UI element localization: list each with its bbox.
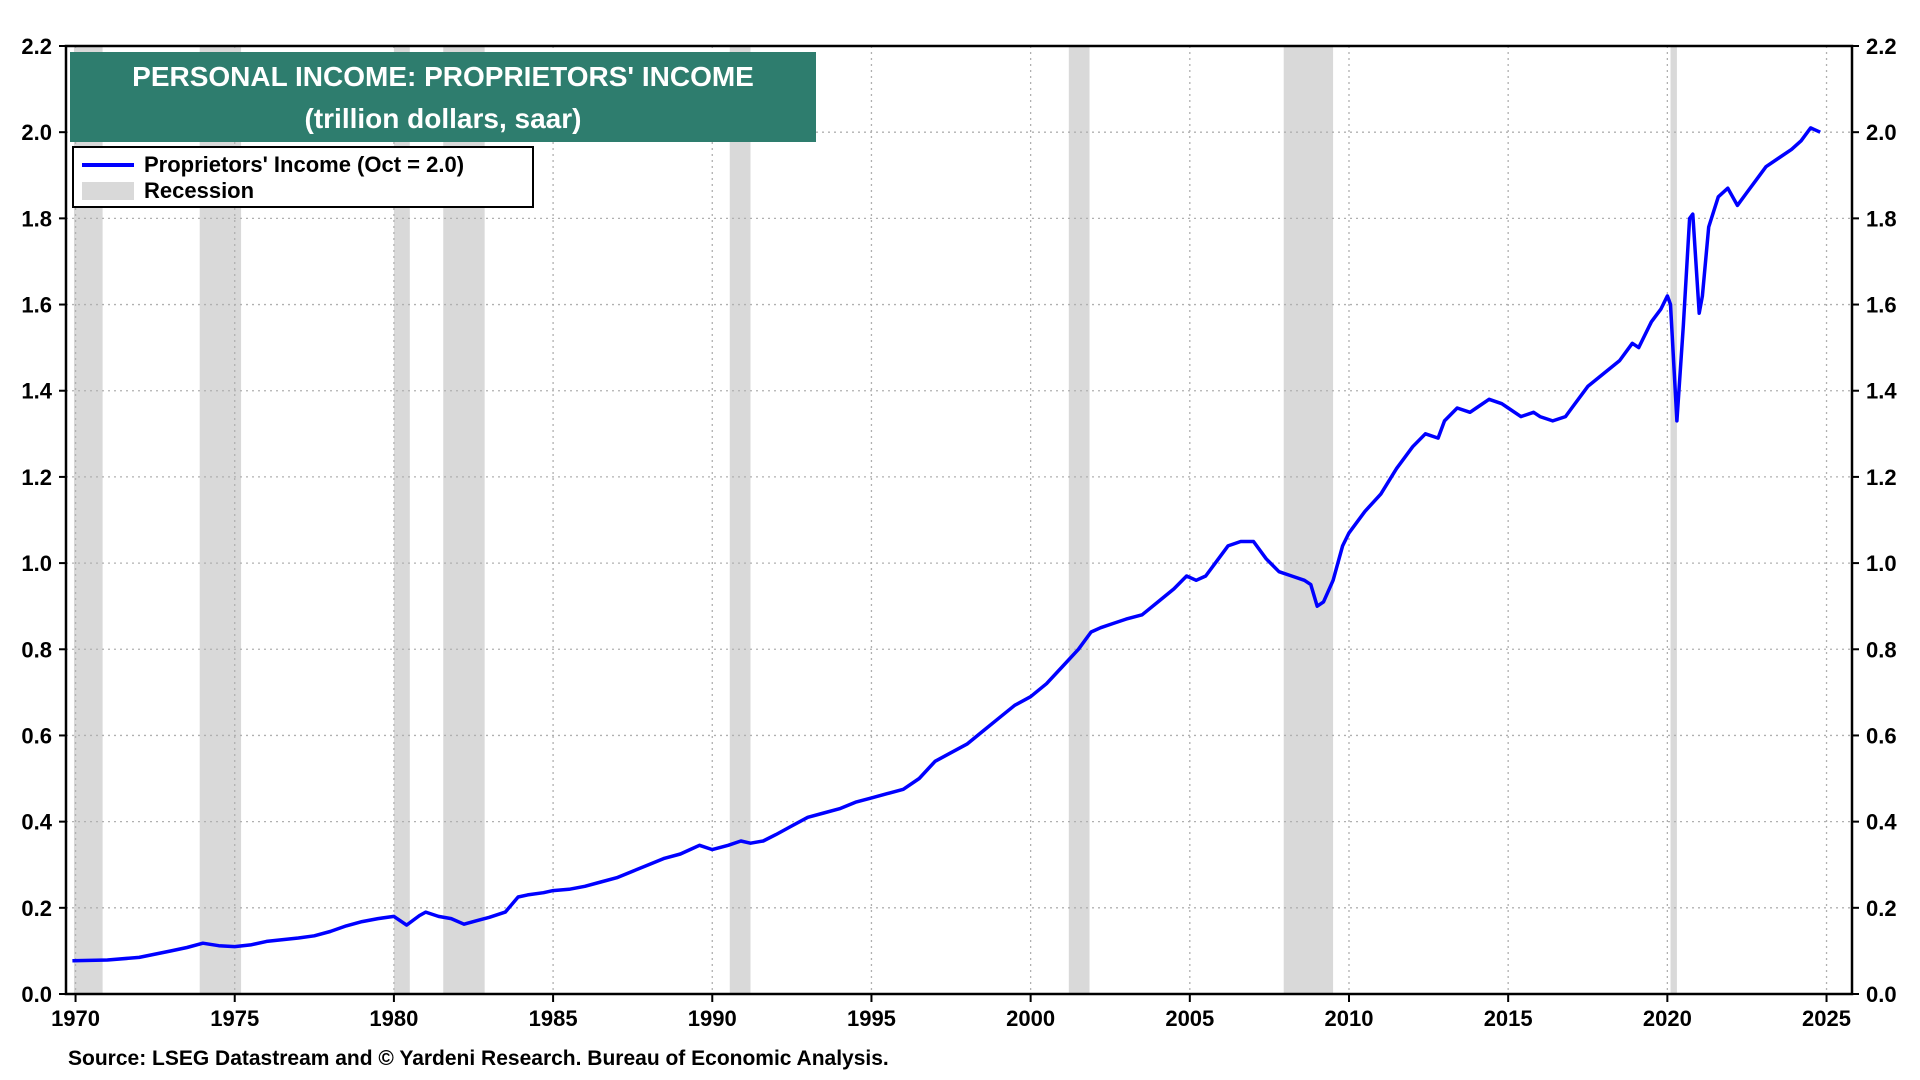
y-tick-label-left: 1.2 bbox=[21, 465, 52, 490]
legend: Proprietors' Income (Oct = 2.0) Recessio… bbox=[72, 146, 534, 208]
chart-title: PERSONAL INCOME: PROPRIETORS' INCOME bbox=[132, 61, 754, 92]
legend-recession-swatch bbox=[82, 182, 134, 200]
chart-subtitle: (trillion dollars, saar) bbox=[304, 103, 582, 134]
x-tick-label: 2015 bbox=[1484, 1006, 1533, 1031]
x-tick-label: 2005 bbox=[1165, 1006, 1214, 1031]
y-tick-label-right: 0.2 bbox=[1866, 896, 1897, 921]
recession-band-7 bbox=[1670, 46, 1677, 994]
y-tick-label-left: 0.0 bbox=[21, 982, 52, 1007]
y-tick-label-right: 0.4 bbox=[1866, 810, 1897, 835]
y-tick-label-right: 1.2 bbox=[1866, 465, 1897, 490]
recession-band-2 bbox=[393, 46, 410, 994]
y-tick-label-right: 0.8 bbox=[1866, 637, 1897, 662]
legend-series-swatch bbox=[82, 163, 134, 167]
recession-band-5 bbox=[1068, 46, 1090, 994]
x-tick-label: 1995 bbox=[847, 1006, 896, 1031]
y-tick-label-right: 1.4 bbox=[1866, 379, 1897, 404]
legend-item-recession: Recession bbox=[82, 178, 254, 204]
x-tick-label: 1990 bbox=[688, 1006, 737, 1031]
legend-recession-label: Recession bbox=[144, 178, 255, 203]
x-tick-label: 1985 bbox=[529, 1006, 578, 1031]
y-tick-label-left: 1.6 bbox=[21, 293, 52, 318]
recession-band-4 bbox=[729, 46, 751, 994]
y-tick-label-left: 0.2 bbox=[21, 896, 52, 921]
x-tick-label: 1975 bbox=[210, 1006, 259, 1031]
series-layer bbox=[72, 126, 1821, 963]
y-tick-label-right: 1.8 bbox=[1866, 206, 1897, 231]
axis-labels: 0.0 0.0 0.2 0.2 0.4 0.4 0.6 0.6 0.8 0.8 1.0 1.0 1.2 1… bbox=[21, 34, 1897, 1031]
y-tick-label-left: 1.8 bbox=[21, 206, 52, 231]
y-tick-label-left: 1.4 bbox=[21, 379, 52, 404]
x-tick-label: 2010 bbox=[1325, 1006, 1374, 1031]
x-tick-label: 2000 bbox=[1006, 1006, 1055, 1031]
y-tick-label-right: 2.0 bbox=[1866, 120, 1897, 145]
recession-band-6 bbox=[1283, 46, 1334, 994]
y-tick-label-left: 2.0 bbox=[21, 120, 52, 145]
x-tick-label: 1980 bbox=[369, 1006, 418, 1031]
source-note: Source: LSEG Datastream and © Yardeni Re… bbox=[68, 1047, 889, 1070]
grid-lines bbox=[66, 46, 1852, 994]
y-tick-label-left: 0.8 bbox=[21, 637, 52, 662]
x-tick-label: 2025 bbox=[1802, 1006, 1851, 1031]
chart-title-box: PERSONAL INCOME: PROPRIETORS' INCOME (tr… bbox=[70, 52, 816, 142]
series-line-0 bbox=[72, 126, 1821, 963]
y-tick-label-right: 0.0 bbox=[1866, 982, 1897, 1007]
x-tick-label: 1970 bbox=[51, 1006, 100, 1031]
y-tick-label-right: 2.2 bbox=[1866, 34, 1897, 59]
plot-frame bbox=[64, 44, 1854, 996]
legend-series-label: Proprietors' Income (Oct = 2.0) bbox=[144, 152, 465, 177]
y-tick-label-left: 0.6 bbox=[21, 723, 52, 748]
y-tick-label-left: 2.2 bbox=[21, 34, 52, 59]
legend-item-series: Proprietors' Income (Oct = 2.0) bbox=[82, 152, 464, 178]
x-tick-label: 2020 bbox=[1643, 1006, 1692, 1031]
y-tick-label-left: 1.0 bbox=[21, 551, 52, 576]
y-tick-label-right: 1.0 bbox=[1866, 551, 1897, 576]
y-tick-label-right: 1.6 bbox=[1866, 293, 1897, 318]
y-tick-label-right: 0.6 bbox=[1866, 723, 1897, 748]
y-tick-label-left: 0.4 bbox=[21, 810, 52, 835]
